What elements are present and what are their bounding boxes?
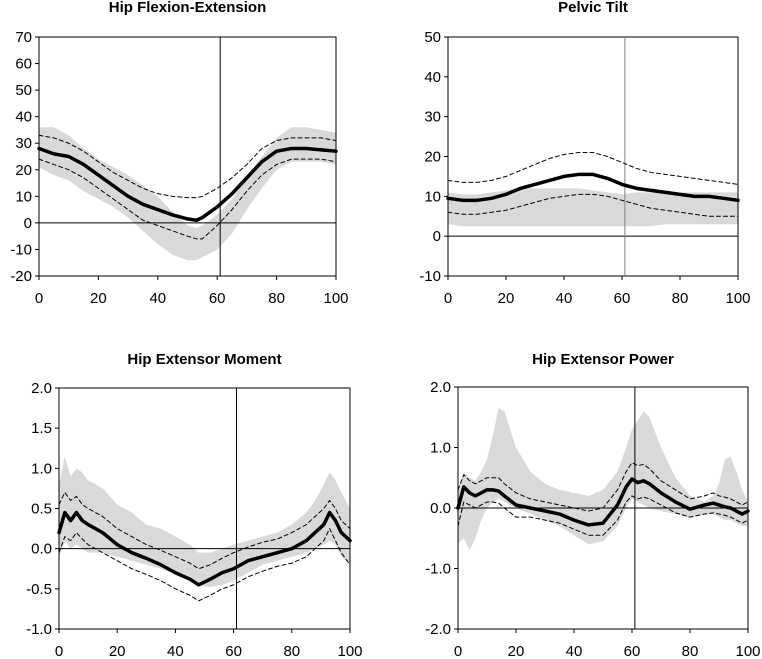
chart-title: Hip Extensor Power bbox=[532, 351, 674, 368]
y-tick-label: 10 bbox=[15, 188, 32, 205]
x-tick-label: 40 bbox=[556, 290, 573, 307]
x-tick-label: 100 bbox=[725, 290, 750, 307]
y-tick-label: 70 bbox=[15, 29, 32, 46]
x-tick-label: 60 bbox=[614, 290, 631, 307]
x-tick-label: 100 bbox=[323, 290, 348, 307]
x-tick-label: 20 bbox=[109, 643, 126, 659]
y-tick-label: 0.0 bbox=[430, 500, 451, 517]
x-tick-label: 20 bbox=[508, 643, 525, 659]
plot-frame bbox=[38, 36, 337, 277]
x-tick-label: 80 bbox=[283, 643, 300, 659]
normal-band bbox=[448, 188, 738, 227]
x-tick-label: 100 bbox=[735, 643, 760, 659]
mean-line bbox=[456, 477, 750, 527]
x-tick-label: 80 bbox=[682, 643, 699, 659]
x-tick-label: 0 bbox=[55, 643, 63, 659]
y-tick-label: 50 bbox=[424, 29, 441, 46]
y-tick-label: 0.0 bbox=[31, 541, 52, 558]
x-tick-label: 60 bbox=[209, 290, 226, 307]
sd-line-upper bbox=[38, 134, 337, 199]
x-tick-label: 80 bbox=[268, 290, 285, 307]
sd-line-upper bbox=[457, 462, 749, 512]
x-tick-label: 0 bbox=[454, 643, 462, 659]
chart-hip-flexion-extension: Hip Flexion-Extension -20 -10 0 10 20 30 40 50 60… bbox=[10, 0, 348, 307]
y-tick-label: -10 bbox=[10, 241, 32, 258]
x-tick-label: 40 bbox=[149, 290, 166, 307]
chart-hip-extensor-moment: Hip Extensor Moment -1.0 -0.5 0.0 0.5 1.0 1.5 2… bbox=[26, 351, 362, 659]
y-tick-label: 60 bbox=[15, 56, 32, 73]
x-tick-label: 60 bbox=[624, 643, 641, 659]
y-tick-label: 0 bbox=[433, 228, 441, 245]
y-tick-label: 10 bbox=[424, 188, 441, 205]
x-tick-label: 100 bbox=[337, 643, 362, 659]
y-tick-label: 2.0 bbox=[31, 380, 52, 397]
y-tick-label: -0.5 bbox=[26, 581, 52, 598]
y-tick-label: 40 bbox=[15, 109, 32, 126]
x-tick-label: 0 bbox=[35, 290, 43, 307]
x-tick-label: 40 bbox=[566, 643, 583, 659]
sd-line-upper bbox=[58, 491, 351, 570]
mean-line bbox=[37, 146, 338, 222]
x-tick-label: 40 bbox=[167, 643, 184, 659]
x-tick-label: 0 bbox=[444, 290, 452, 307]
y-tick-label: 2.0 bbox=[430, 379, 451, 396]
sd-line-lower bbox=[38, 158, 337, 240]
sd-line-lower bbox=[457, 495, 749, 536]
y-tick-label: 30 bbox=[424, 109, 441, 126]
y-tick-label: 20 bbox=[424, 149, 441, 166]
y-tick-label: -1.0 bbox=[26, 621, 52, 638]
y-tick-label: 0 bbox=[24, 215, 32, 232]
y-tick-label: 1.0 bbox=[430, 440, 451, 457]
y-tick-label: 40 bbox=[424, 69, 441, 86]
y-tick-label: 1.5 bbox=[31, 420, 52, 437]
y-tick-label: -2.0 bbox=[425, 621, 451, 638]
y-tick-label: 20 bbox=[15, 162, 32, 179]
y-tick-label: -10 bbox=[419, 268, 441, 285]
x-tick-label: 20 bbox=[90, 290, 107, 307]
sd-line-lower bbox=[447, 193, 739, 217]
chart-title: Pelvic Tilt bbox=[558, 0, 628, 16]
chart-title: Hip Flexion-Extension bbox=[109, 0, 267, 16]
y-tick-label: 30 bbox=[15, 135, 32, 152]
chart-title: Hip Extensor Moment bbox=[127, 351, 281, 368]
mean-line bbox=[446, 172, 740, 203]
sd-line-upper bbox=[447, 152, 739, 185]
normal-band bbox=[59, 456, 350, 588]
y-tick-label: -20 bbox=[10, 268, 32, 285]
y-tick-label: 1.0 bbox=[31, 460, 52, 477]
plot-frame bbox=[447, 36, 739, 277]
x-tick-label: 20 bbox=[498, 290, 515, 307]
y-tick-label: 50 bbox=[15, 82, 32, 99]
x-tick-label: 80 bbox=[672, 290, 689, 307]
normal-band bbox=[458, 408, 748, 551]
y-tick-label: -1.0 bbox=[425, 561, 451, 578]
mean-line bbox=[57, 510, 352, 587]
y-tick-label: 0.5 bbox=[31, 501, 52, 518]
x-tick-label: 60 bbox=[225, 643, 242, 659]
chart-hip-extensor-power: Hip Extensor Power -2.0 -1.0 0.0 1.0 2.0 0 20 40… bbox=[425, 351, 760, 659]
sd-line-lower bbox=[58, 528, 351, 602]
